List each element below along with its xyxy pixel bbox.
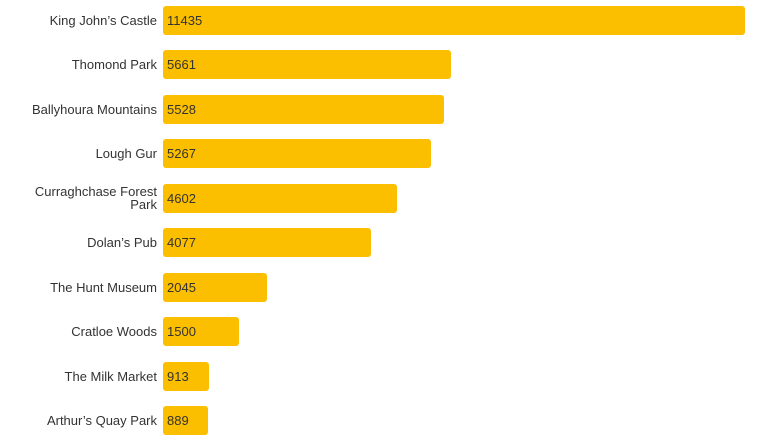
bar (163, 317, 240, 346)
value-label: 5528 (167, 101, 196, 117)
value-label: 5267 (167, 146, 196, 161)
bar (163, 183, 398, 213)
value-label: 11435 (167, 12, 203, 28)
value-label: 4602 (167, 190, 196, 206)
bar (163, 406, 209, 435)
bar (163, 361, 210, 391)
bar (163, 272, 268, 302)
value-label: 5661 (167, 57, 196, 72)
y-tick-label: Ballyhoura Mountains (31, 101, 157, 117)
value-label: 2045 (167, 279, 196, 295)
value-label: 1500 (167, 324, 196, 339)
y-tick-label: Lough Gur (95, 146, 157, 161)
bar (163, 228, 371, 257)
bar (163, 5, 745, 35)
y-tick-label: Curraghchase Forest Park (34, 184, 157, 212)
bar (163, 50, 452, 79)
y-tick-label: Cratloe Woods (71, 324, 157, 339)
y-tick-label: The Hunt Museum (50, 279, 157, 295)
y-tick-label: Arthur’s Quay Park (46, 413, 157, 428)
y-tick-label: Dolan’s Pub (87, 235, 157, 250)
value-label: 889 (167, 413, 189, 428)
bar (163, 139, 432, 168)
y-tick-label: The Milk Market (64, 368, 157, 384)
y-tick-label: King John’s Castle (49, 12, 157, 28)
value-label: 4077 (167, 235, 196, 250)
y-tick-label: Thomond Park (71, 57, 157, 72)
bar (163, 94, 445, 124)
value-label: 913 (167, 368, 189, 384)
